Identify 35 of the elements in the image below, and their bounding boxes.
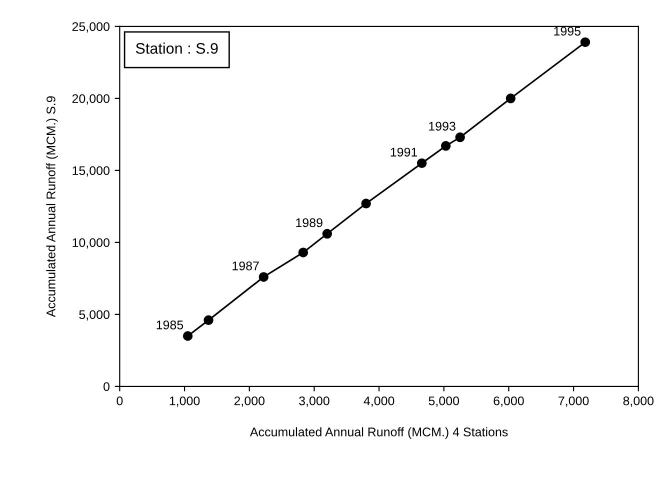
x-tick-label: 3,000 (299, 396, 330, 407)
annotation: 1985 (156, 320, 184, 330)
x-tick-label: 7,000 (558, 396, 589, 407)
x-tick-label: 8,000 (623, 396, 654, 407)
annotation: 1993 (429, 122, 456, 131)
point (416, 158, 427, 168)
y-tick-label: 15,000 (72, 166, 110, 177)
annotation: Station : S.9 (136, 42, 218, 54)
x-tick-label: 5,000 (428, 396, 460, 407)
y-axis-title: Accumulated Annual Runoff (MCM.) S.9 (46, 96, 58, 318)
point (182, 331, 193, 341)
point (258, 272, 268, 282)
y-tick-label: 0 (104, 382, 110, 392)
annotation: 1991 (390, 148, 418, 157)
point (298, 248, 308, 258)
x-tick-label: 2,000 (234, 396, 265, 407)
point (580, 37, 590, 48)
point (455, 132, 465, 142)
y-tick-label: 20,000 (72, 94, 110, 105)
point (204, 315, 214, 326)
y-tick-label: 25,000 (72, 22, 110, 33)
y-tick-label: 10,000 (72, 238, 110, 249)
y-tick-label: 5,000 (79, 310, 110, 321)
point (322, 228, 332, 239)
point (361, 198, 371, 208)
annotation: 1987 (232, 261, 259, 270)
x-tick-label: 6,000 (494, 396, 524, 407)
x-tick-label: 0 (116, 396, 123, 406)
point (506, 94, 516, 104)
annotation: 1995 (554, 26, 581, 36)
x-tick-label: 1,000 (170, 396, 200, 407)
annotation: 1989 (296, 218, 322, 228)
x-axis-title: Accumulated Annual Runoff (MCM.) 4 Stations (250, 427, 508, 439)
x-tick-label: 4,000 (364, 396, 394, 407)
point (440, 141, 451, 151)
